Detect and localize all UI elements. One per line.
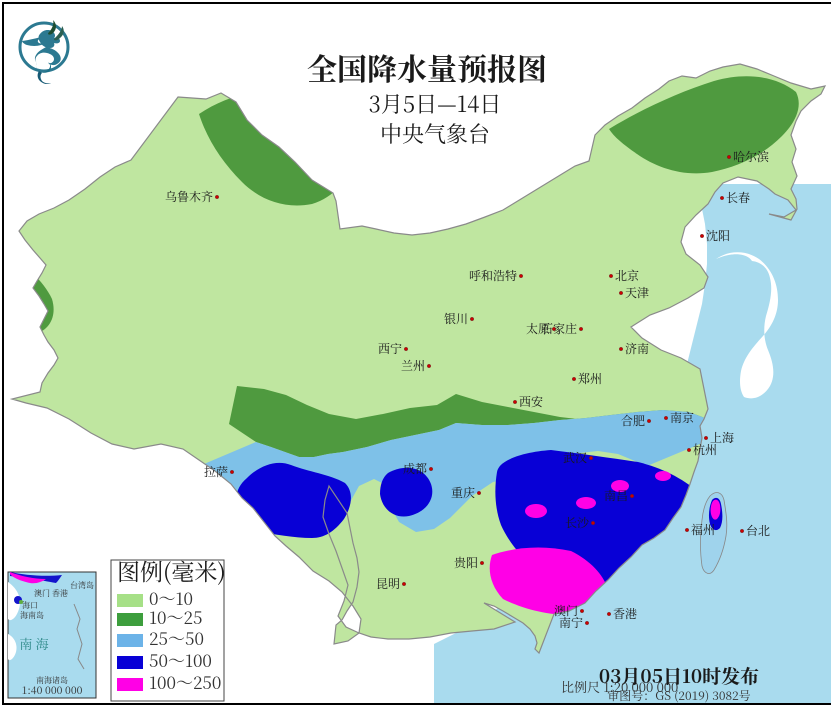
svg-text:重庆: 重庆 (451, 484, 475, 501)
svg-text:香港: 香港 (613, 605, 637, 622)
svg-text:银川: 银川 (444, 310, 468, 327)
svg-text:3月5日—14日: 3月5日—14日 (369, 88, 502, 119)
svg-text:北京: 北京 (615, 267, 639, 284)
svg-text:中央气象台: 中央气象台 (380, 118, 490, 149)
svg-text:海南岛: 海南岛 (20, 610, 44, 621)
svg-text:石家庄: 石家庄 (541, 320, 577, 337)
svg-text:台北: 台北 (746, 522, 770, 539)
svg-text:郑州: 郑州 (578, 370, 602, 387)
svg-text:成都: 成都 (403, 460, 427, 477)
svg-text:100～250: 100～250 (149, 669, 221, 694)
svg-text:澳门: 澳门 (554, 602, 578, 619)
svg-text:福州: 福州 (691, 521, 715, 538)
svg-text:兰州: 兰州 (401, 357, 425, 374)
svg-text:拉萨: 拉萨 (204, 463, 228, 480)
svg-text:图例(毫米): 图例(毫米) (117, 554, 226, 587)
svg-text:乌鲁木齐: 乌鲁木齐 (165, 188, 213, 205)
svg-text:全国降水量预报图: 全国降水量预报图 (307, 45, 547, 89)
svg-text:03月05日10时发布: 03月05日10时发布 (599, 662, 759, 689)
svg-text:1:40 000 000: 1:40 000 000 (22, 683, 83, 698)
svg-text:杭州: 杭州 (693, 441, 717, 458)
svg-text:台湾岛: 台湾岛 (70, 580, 94, 591)
svg-text:合肥: 合肥 (621, 412, 645, 429)
svg-text:武汉: 武汉 (563, 449, 587, 466)
svg-text:澳门 香港: 澳门 香港 (34, 588, 68, 599)
svg-text:南昌: 南昌 (604, 487, 628, 504)
svg-text:呼和浩特: 呼和浩特 (469, 267, 517, 284)
svg-text:沈阳: 沈阳 (706, 227, 730, 244)
svg-text:天津: 天津 (625, 284, 649, 301)
svg-text:南京: 南京 (670, 409, 694, 426)
svg-text:西宁: 西宁 (378, 340, 402, 357)
svg-text:贵阳: 贵阳 (454, 554, 478, 571)
svg-text:南 海: 南 海 (19, 634, 48, 653)
svg-text:西安: 西安 (519, 393, 543, 410)
svg-text:长春: 长春 (726, 189, 750, 206)
svg-text:昆明: 昆明 (376, 575, 400, 592)
svg-text:审图号：GS (2019) 3082号: 审图号：GS (2019) 3082号 (607, 687, 750, 703)
svg-text:哈尔滨: 哈尔滨 (733, 148, 769, 165)
svg-text:济南: 济南 (625, 340, 649, 357)
svg-text:长沙: 长沙 (565, 514, 590, 531)
